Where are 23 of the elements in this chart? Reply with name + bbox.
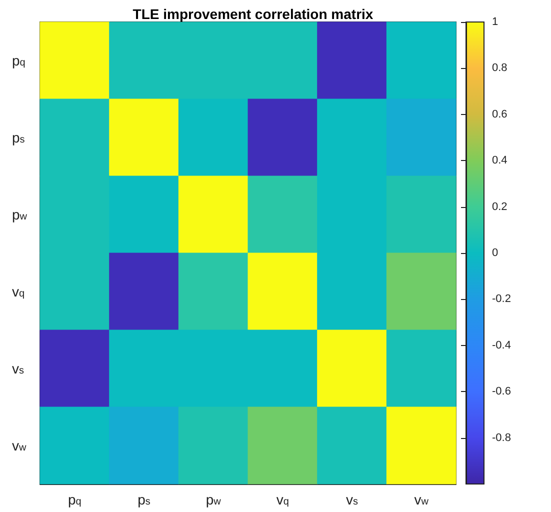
color-bar-label: 0.4 <box>492 154 508 167</box>
y-tick-label: vw <box>12 438 27 454</box>
color-bar-label: 1 <box>492 16 498 28</box>
y-tick-label: vs <box>12 360 24 376</box>
color-bar-label: 0.2 <box>492 200 508 213</box>
y-tick-label: pq <box>12 52 26 68</box>
color-bar-label: 0.8 <box>492 62 508 74</box>
color-bar-label: -0.2 <box>492 293 511 306</box>
color-bar-label: 0.6 <box>492 108 508 120</box>
x-tick-label: vs <box>346 492 358 508</box>
x-tick-label: vw <box>414 492 430 508</box>
x-tick-label: pw <box>206 492 222 508</box>
x-tick-label: vq <box>276 492 289 508</box>
color-bar-label: -0.8 <box>492 432 511 444</box>
y-tick-label: pw <box>12 206 28 222</box>
chart-title: TLE improvement correlation matrix <box>132 6 374 22</box>
color-bar-label: -0.4 <box>492 339 511 352</box>
y-tick-label: ps <box>12 130 25 146</box>
color-bar-label: -0.6 <box>492 386 511 398</box>
x-tick-label: pq <box>68 492 82 508</box>
color-bar-label: 0 <box>492 247 498 259</box>
x-tick-label: ps <box>138 492 150 508</box>
y-tick-label: vq <box>12 284 25 300</box>
